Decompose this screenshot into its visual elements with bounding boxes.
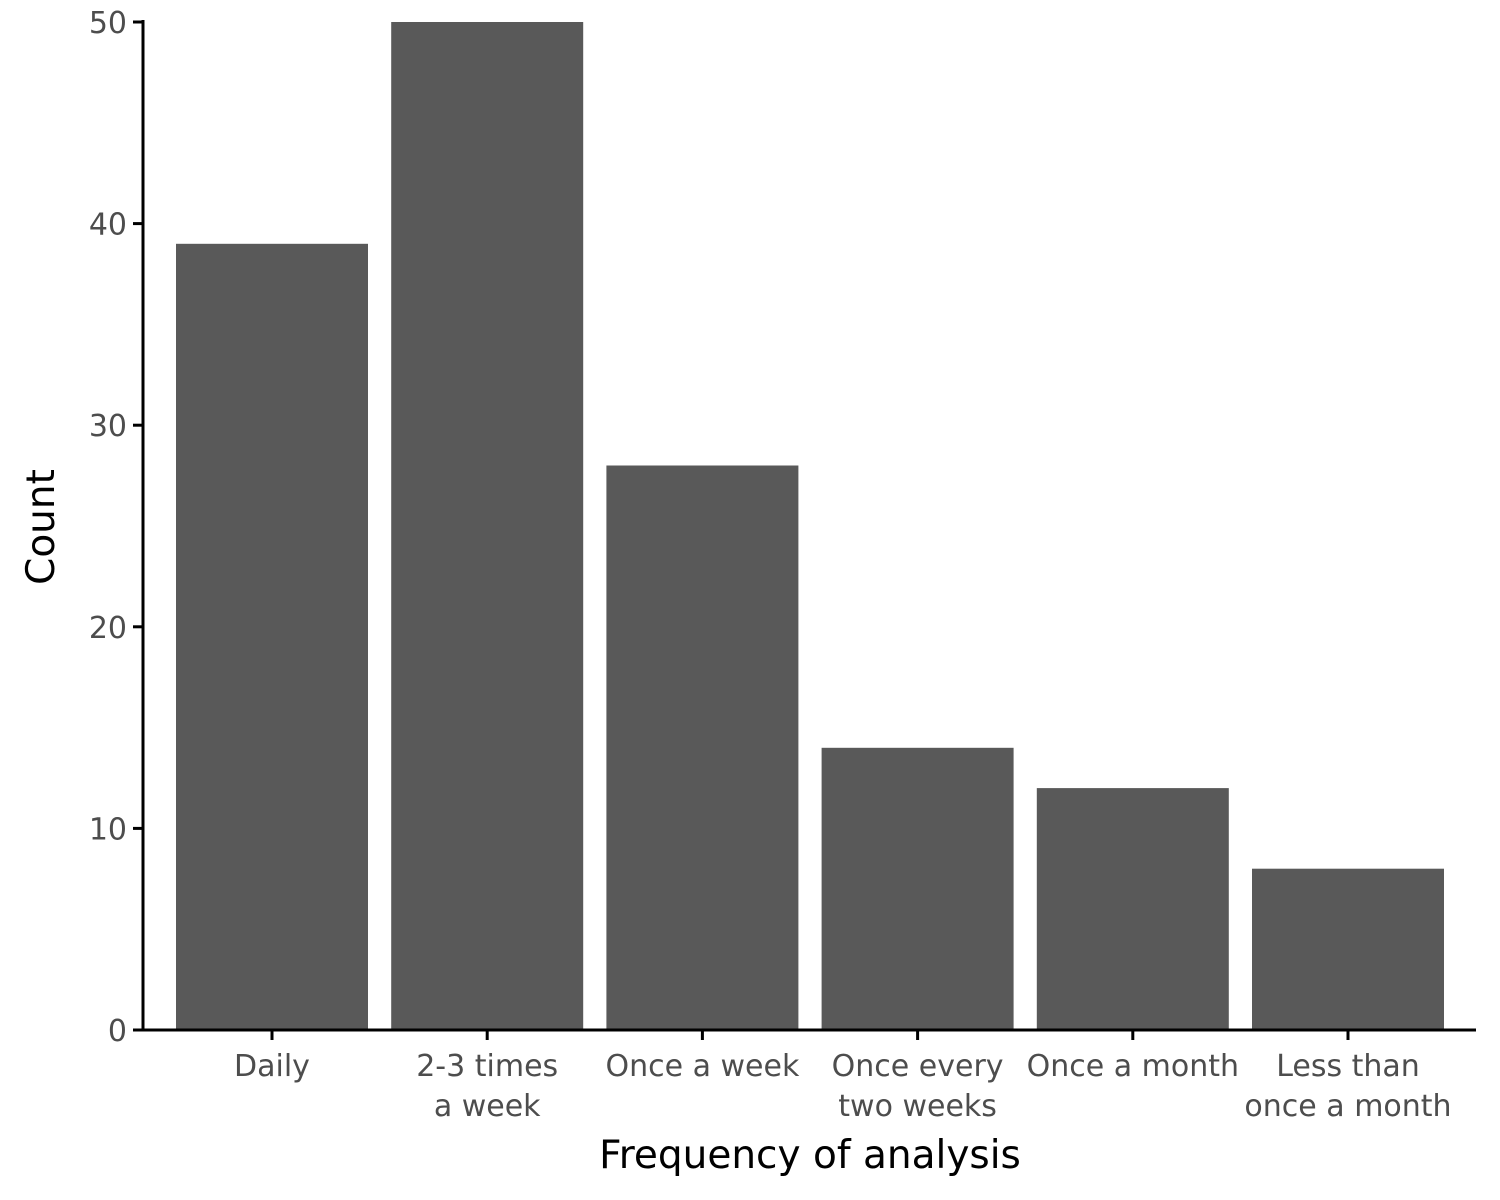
x-tick-label-line: Once a month <box>1027 1049 1239 1084</box>
x-tick-label-line: Once a week <box>605 1049 799 1084</box>
x-tick-label-line: Less than <box>1276 1049 1420 1084</box>
bar-0 <box>176 243 368 1031</box>
x-tick-label-line: a week <box>434 1089 541 1124</box>
y-tick-label-4: 40 <box>89 208 127 243</box>
y-tick-label-3: 30 <box>89 409 127 444</box>
x-tick-label-5: Less than once a month <box>1244 1049 1451 1124</box>
y-tick-label-0: 0 <box>108 1014 127 1049</box>
x-axis-title: Frequency of analysis <box>599 1133 1021 1178</box>
y-axis-title: Count <box>19 469 64 585</box>
x-tick-label-3: Once every two weeks <box>832 1049 1004 1124</box>
x-axis: Daily 2-3 times a week Once a week Once ever… <box>142 1028 1476 1124</box>
y-tick-label-1: 10 <box>89 812 127 847</box>
x-tick-label-0: Daily <box>234 1049 310 1084</box>
bar-5 <box>1252 868 1444 1030</box>
x-tick-label-2: Once a week <box>605 1049 799 1084</box>
bars-group <box>176 22 1444 1031</box>
x-tick-label-line: Daily <box>234 1049 310 1084</box>
x-tick-label-line: Once every <box>832 1049 1004 1084</box>
x-tick-label-4: Once a month <box>1027 1049 1239 1084</box>
bar-4 <box>1036 788 1229 1030</box>
x-tick-label-line: two weeks <box>838 1089 997 1124</box>
bar-1 <box>391 22 584 1030</box>
y-tick-label-2: 20 <box>89 611 127 646</box>
bar-2 <box>606 465 799 1030</box>
bar-3 <box>821 747 1014 1030</box>
y-axis: 0 10 20 30 40 50 <box>89 6 145 1049</box>
x-tick-label-line: 2-3 times <box>416 1049 558 1084</box>
y-tick-label-5: 50 <box>89 6 127 41</box>
x-tick-label-1: 2-3 times a week <box>416 1049 558 1124</box>
x-tick-label-line: once a month <box>1244 1089 1451 1124</box>
